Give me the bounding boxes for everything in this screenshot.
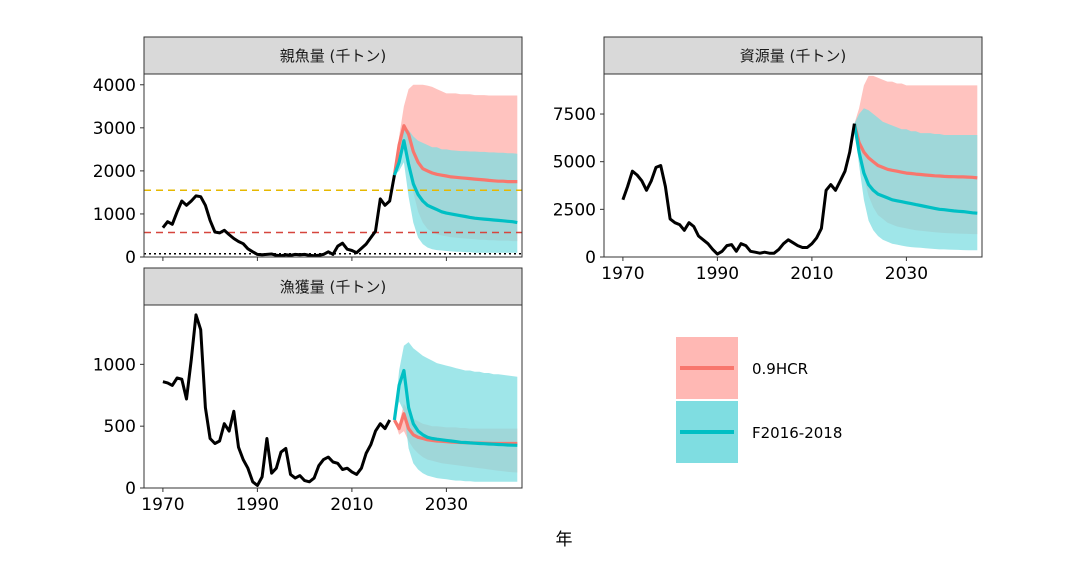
x-tick-label: 1970 xyxy=(601,264,644,284)
x-tick-label: 2010 xyxy=(790,264,833,284)
band-fcur xyxy=(394,342,518,482)
plot-content xyxy=(621,75,978,256)
y-tick-label: 3000 xyxy=(93,119,136,139)
plot-area: 0 500 1000 1970 1990 2010 2030 xyxy=(93,304,523,515)
median-line-fcur xyxy=(392,139,518,225)
legend-label-hcr: 0.9HCR xyxy=(752,360,808,378)
panel-border xyxy=(143,73,523,258)
y-tick-label: 2500 xyxy=(553,200,596,220)
y-tick-label: 1000 xyxy=(93,355,136,375)
panel-title: 資源量 (千トン) xyxy=(740,47,846,65)
x-tick-label: 1970 xyxy=(141,495,184,515)
y-tick-label: 4000 xyxy=(93,76,136,96)
x-tick-label: 2030 xyxy=(885,264,928,284)
y-tick-label: 500 xyxy=(104,417,136,437)
panel-catch: 漁獲量 (千トン) 0 500 1000 1970 1990 2010 2030 xyxy=(93,267,523,515)
band-fcur xyxy=(394,127,518,253)
y-tick-label: 0 xyxy=(125,248,136,268)
median-line-fcur xyxy=(392,368,518,447)
observed-line xyxy=(621,123,856,256)
panel-strip xyxy=(143,36,523,75)
y-tick-label: 2000 xyxy=(93,162,136,182)
y-tick-label: 0 xyxy=(125,479,136,499)
panel-strip xyxy=(603,36,983,75)
observed-line xyxy=(162,313,392,487)
y-tick-label: 7500 xyxy=(553,105,596,125)
panel-stock-biomass: 資源量 (千トン) 0 2500 5000 7500 1970 1990 2010 2030 xyxy=(553,36,983,284)
panel-spawning-biomass: 親魚量 (千トン) 0 1000 2000 3000 4000 xyxy=(93,36,523,268)
plot-area: 0 1000 2000 3000 4000 xyxy=(93,73,523,268)
legend: 0.9HCR F2016-2018 xyxy=(676,337,842,463)
x-tick-label: 1990 xyxy=(236,495,279,515)
panel-border xyxy=(603,73,983,258)
y-tick-label: 1000 xyxy=(93,205,136,225)
band-fcur xyxy=(854,108,978,251)
plot-content xyxy=(144,84,522,257)
legend-label-fcur: F2016-2018 xyxy=(752,424,842,442)
x-axis-label: 年 xyxy=(556,530,573,550)
x-tick-label: 2030 xyxy=(425,495,468,515)
panel-title: 親魚量 (千トン) xyxy=(280,47,386,65)
panel-title: 漁獲量 (千トン) xyxy=(280,278,386,296)
x-tick-label: 1990 xyxy=(696,264,739,284)
observed-line xyxy=(161,174,396,257)
median-line-fcur xyxy=(852,123,978,215)
y-tick-label: 0 xyxy=(585,248,596,268)
plot-content xyxy=(162,313,518,487)
plot-area: 0 2500 5000 7500 1970 1990 2010 2030 xyxy=(553,73,983,284)
median-line-hcr xyxy=(392,124,518,184)
y-tick-label: 5000 xyxy=(553,153,596,173)
x-tick-label: 2010 xyxy=(330,495,373,515)
median-line-hcr xyxy=(852,123,978,180)
panel-border xyxy=(143,304,523,489)
